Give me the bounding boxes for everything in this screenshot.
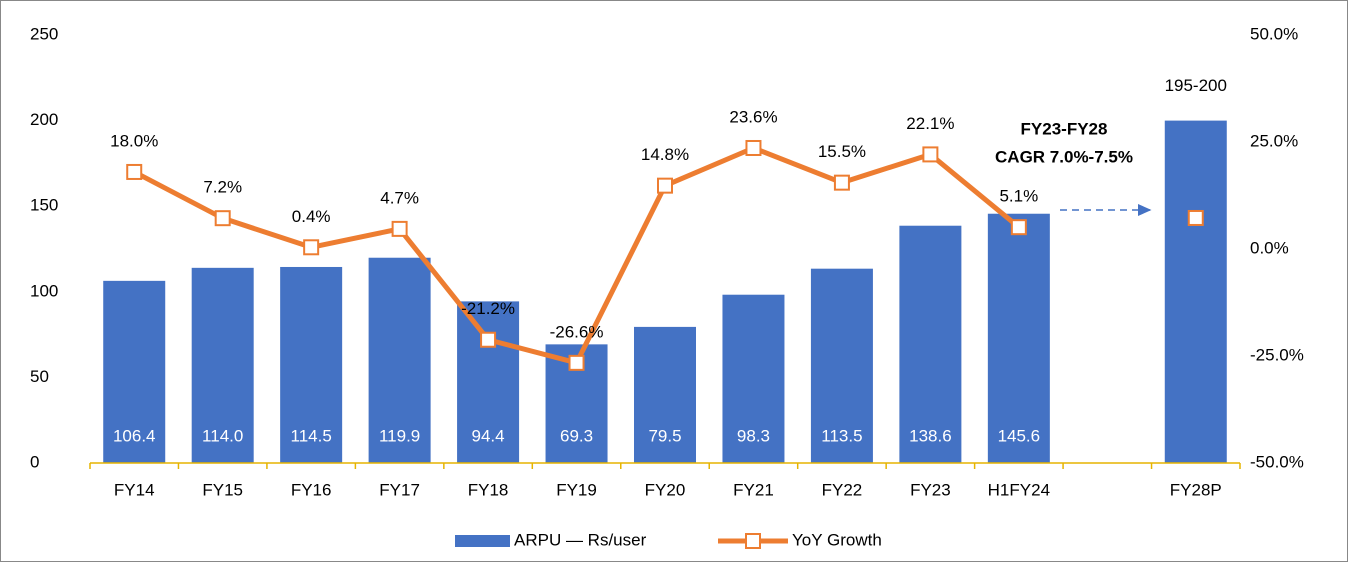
y-tick-label: 0 (30, 452, 39, 471)
line-value-label: -26.6% (550, 322, 604, 341)
line-marker (1010, 219, 1027, 236)
bar (987, 213, 1050, 463)
line-value-label: 18.0% (110, 131, 158, 150)
line-marker (833, 174, 850, 191)
x-tick-label: FY16 (291, 480, 332, 499)
annotation: CAGR 7.0%-7.5% (995, 147, 1133, 166)
y-tick-label: 250 (30, 24, 58, 43)
bar-value-label: 106.4 (113, 426, 156, 445)
bar-value-label: 119.9 (379, 426, 420, 445)
line-marker (391, 220, 408, 237)
bar (191, 267, 254, 463)
legend-swatch-marker (745, 533, 761, 549)
bar-value-label: 138.6 (909, 426, 952, 445)
bar (368, 257, 431, 463)
line-marker (745, 139, 762, 156)
y2-tick-label: 25.0% (1250, 131, 1298, 150)
bar (634, 326, 696, 463)
bar (1164, 120, 1227, 463)
x-tick-label: FY20 (645, 480, 686, 499)
line-marker (480, 331, 497, 348)
bar-value-label: 114.0 (202, 426, 243, 445)
line-marker (922, 146, 939, 163)
x-tick-label: FY23 (910, 480, 951, 499)
bar-value-label: 98.3 (737, 426, 770, 445)
bar-value-label-outside: 195-200 (1165, 76, 1227, 95)
line-value-label: 0.4% (292, 207, 331, 226)
line-marker (657, 177, 673, 194)
line-marker (214, 210, 231, 227)
line-marker (126, 163, 143, 180)
line-marker (303, 239, 320, 256)
x-tick-label: FY21 (733, 480, 774, 499)
y-tick-label: 50 (30, 367, 49, 386)
y-tick-label: 200 (30, 110, 58, 129)
x-tick-label: FY28P (1170, 480, 1222, 499)
bar-value-label: 145.6 (998, 426, 1041, 445)
bar (810, 268, 873, 463)
line-value-label: 4.7% (380, 188, 419, 207)
y2-tick-label: -50.0% (1250, 452, 1304, 471)
x-tick-label: FY19 (556, 480, 597, 499)
legend-label: ARPU — Rs/user (514, 530, 647, 549)
bar (457, 301, 520, 463)
line-marker (568, 354, 585, 371)
annotation: FY23-FY28 (1021, 119, 1108, 138)
bar-value-label: 113.5 (821, 426, 862, 445)
bar-value-label: 94.4 (472, 426, 505, 445)
x-tick-label: FY15 (202, 480, 243, 499)
bar (280, 266, 343, 463)
y2-tick-label: 50.0% (1250, 24, 1298, 43)
line-value-label: 23.6% (729, 107, 777, 126)
line-marker (1187, 209, 1204, 226)
line-value-label: 5.1% (999, 187, 1038, 206)
x-tick-label: FY17 (379, 480, 420, 499)
y-tick-label: 150 (30, 196, 58, 215)
bar-value-label: 79.5 (648, 426, 681, 445)
y-tick-label: 100 (30, 281, 58, 300)
legend-label: YoY Growth (792, 530, 882, 549)
line-value-label: 14.8% (641, 145, 689, 164)
x-tick-label: H1FY24 (988, 480, 1050, 499)
bar (722, 294, 785, 463)
x-tick-label: FY22 (822, 480, 863, 499)
line-value-label: -21.2% (461, 299, 515, 318)
legend-swatch-bar (455, 535, 510, 547)
bar (103, 280, 166, 463)
bar-value-label: 69.3 (560, 426, 593, 445)
line-value-label: 7.2% (203, 178, 242, 197)
x-tick-label: FY14 (114, 480, 155, 499)
x-tick-label: FY18 (468, 480, 509, 499)
line-value-label: 22.1% (906, 114, 954, 133)
line-value-label: 15.5% (818, 142, 866, 161)
y2-tick-label: 0.0% (1250, 238, 1289, 257)
bar (899, 225, 962, 463)
y2-tick-label: -25.0% (1250, 345, 1304, 364)
bar-value-label: 114.5 (291, 426, 332, 445)
